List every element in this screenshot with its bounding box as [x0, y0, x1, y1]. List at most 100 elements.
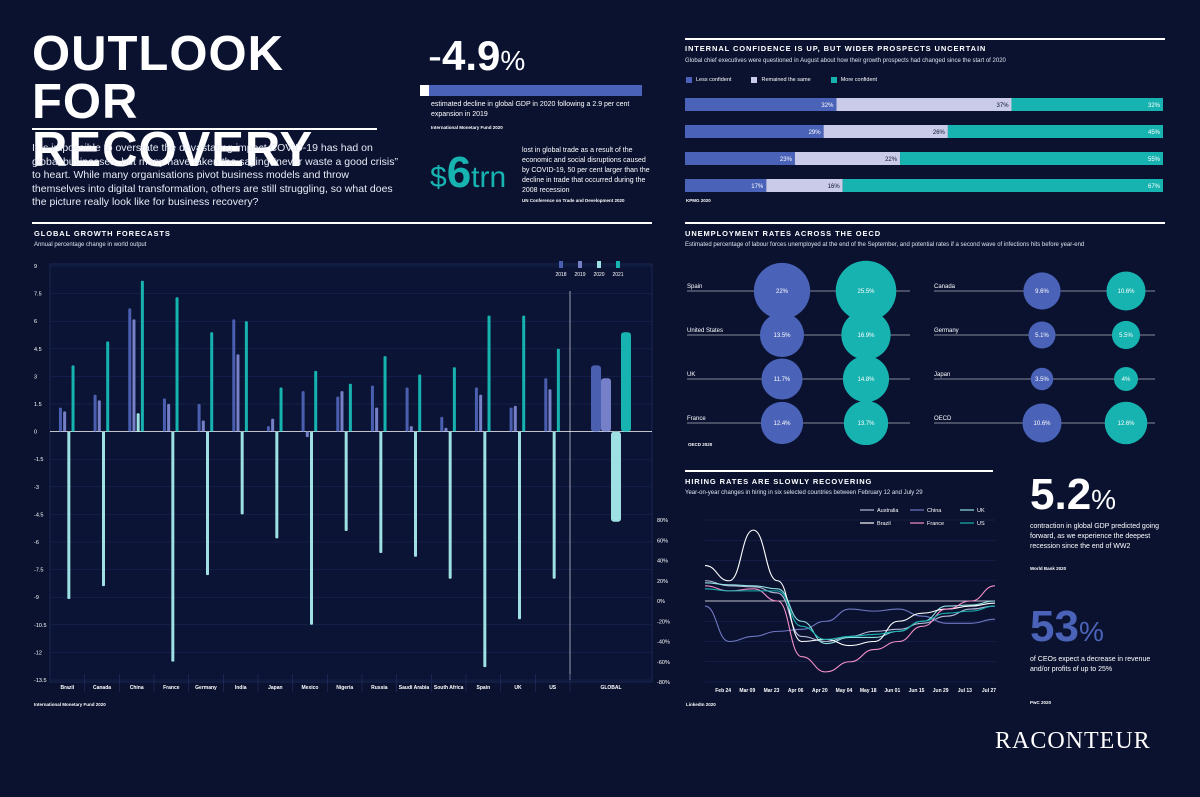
hiring-legend-label: US [977, 521, 985, 527]
growth-bar [611, 431, 621, 522]
growth-bar [171, 431, 175, 662]
confidence-bar-label: 37% [997, 103, 1010, 109]
growth-bar [621, 332, 631, 432]
growth-bar [58, 407, 62, 432]
growth-legend-swatch [578, 261, 582, 268]
growth-bar [409, 426, 413, 432]
growth-bar [197, 404, 201, 432]
growth-category-label: Brazil [61, 685, 75, 691]
growth-bar [301, 391, 305, 432]
trade-number: 6 [446, 148, 472, 197]
confidence-bar-segment [1011, 98, 1163, 111]
growth-legend-swatch [597, 261, 601, 268]
unemployment-bubble-second-wave [1111, 320, 1141, 350]
ceos-text: of CEOs expect a decrease in revenue and… [1030, 656, 1151, 673]
growth-bar [509, 407, 513, 432]
growth-category-label: Mexico [302, 685, 319, 691]
growth-bar [63, 411, 67, 432]
unemployment-country-label: UK [687, 372, 695, 378]
gdp-stat: -4.9% [428, 34, 525, 83]
unemployment-bubble-label: 10.6% [1033, 421, 1051, 427]
growth-category-label: Japan [268, 685, 282, 691]
contraction-source: World Bank 2020 [1030, 566, 1067, 571]
hiring-line-france [704, 585, 996, 673]
hiring-xtick: Jun 01 [884, 688, 900, 694]
confidence-bar-segment [794, 152, 901, 165]
unemployment-bubble-current [753, 262, 811, 320]
hiring-xtick: Jun 15 [909, 688, 925, 694]
hiring-title: HIRING RATES ARE SLOWLY RECOVERING [685, 477, 873, 486]
growth-legend-label: 2019 [574, 272, 585, 278]
hiring-subtitle: Year-on-year changes in hiring in six se… [685, 490, 923, 496]
ceos-source: PwC 2020 [1030, 700, 1052, 705]
gdp-source: International Monetary Fund 2020 [431, 125, 503, 130]
confidence-title: INTERNAL CONFIDENCE IS UP, BUT WIDER PRO… [685, 44, 987, 53]
unemployment-chart: Spain 22% 25.5% United States 13.5% 16.9% UK 11… [687, 260, 1155, 445]
trade-stat: $6trn [430, 150, 506, 201]
growth-legend-swatch [616, 261, 620, 268]
unemployment-bubble-label: 25.5% [857, 289, 875, 295]
growth-bar [279, 387, 283, 432]
growth-bar [591, 365, 601, 432]
unemployment-bubble-label: 5.5% [1119, 333, 1133, 339]
unemployment-country-label: Japan [934, 372, 950, 378]
growth-bar [206, 431, 209, 576]
unemployment-bubble-second-wave [843, 400, 889, 445]
hiring-line-uk [704, 582, 996, 645]
confidence-bar-label: 55% [1148, 157, 1161, 163]
growth-bar [275, 431, 279, 539]
unemployment-bubble-label: 22% [776, 289, 789, 295]
unemployment-bubble-label: 16.9% [857, 333, 875, 339]
growth-legend-label: 2021 [612, 272, 623, 278]
growth-bar [414, 431, 417, 557]
growth-ytick: 0 [34, 430, 37, 436]
growth-bar [336, 396, 340, 432]
growth-bar [548, 389, 552, 432]
unemployment-bubble-label: 10.6% [1117, 289, 1135, 295]
unemployment-country-label: Canada [934, 284, 956, 290]
confidence-chart: 32% 37% 32% 29% 26% 45% 23% 22% 55% 17% 16% 67% [685, 98, 1163, 192]
confidence-bar-segment [685, 179, 767, 192]
confidence-bar-label: 32% [821, 103, 834, 109]
hiring-rule [685, 470, 993, 472]
growth-bar [552, 431, 556, 579]
growth-ytick: 4.5 [34, 347, 42, 353]
growth-bar [244, 321, 248, 432]
title-line-2: FOR RECOVERY [32, 75, 314, 177]
unemployment-bubble-label: 12.4% [773, 421, 791, 427]
growth-ytick: -7.5 [34, 568, 43, 574]
growth-bar [240, 431, 244, 515]
hiring-xtick: Mar 23 [764, 688, 780, 694]
unemployment-country-label: United States [687, 328, 723, 334]
growth-bar [452, 367, 456, 432]
hiring-xtick: Jul 13 [958, 688, 972, 694]
hiring-ytick: 20% [657, 579, 668, 585]
contraction-number: 5.2 [1030, 470, 1092, 519]
growth-bar [266, 426, 270, 432]
confidence-bar-segment [823, 125, 948, 138]
growth-category-label: UK [514, 685, 522, 691]
hiring-legend-label: Australia [877, 508, 899, 514]
confidence-legend: Less confident Remained the same More co… [686, 77, 877, 83]
growth-bar [474, 387, 478, 432]
confidence-bar-segment [900, 152, 1163, 165]
confidence-bar-segment [685, 125, 824, 138]
growth-bar [271, 418, 275, 432]
hiring-line-us [704, 588, 996, 641]
hiring-ytick: -80% [657, 680, 670, 686]
confidence-bar-label: 67% [1148, 184, 1161, 190]
unemployment-country-label: OECD [934, 416, 952, 422]
intro-text: It is impossible to overstate the devast… [32, 142, 398, 208]
gdp-bar-fill [420, 85, 429, 96]
growth-bar [448, 431, 452, 579]
growth-bar [106, 341, 110, 432]
hiring-ytick: -40% [657, 640, 670, 646]
hiring-ytick: -60% [657, 660, 670, 666]
gdp-bar [420, 85, 642, 96]
growth-bar [348, 383, 352, 432]
growth-bar [97, 400, 101, 432]
growth-bar [513, 405, 517, 432]
hiring-legend-label: China [927, 508, 942, 514]
growth-bar [483, 431, 487, 668]
unemployment-bubble-current [759, 312, 805, 358]
